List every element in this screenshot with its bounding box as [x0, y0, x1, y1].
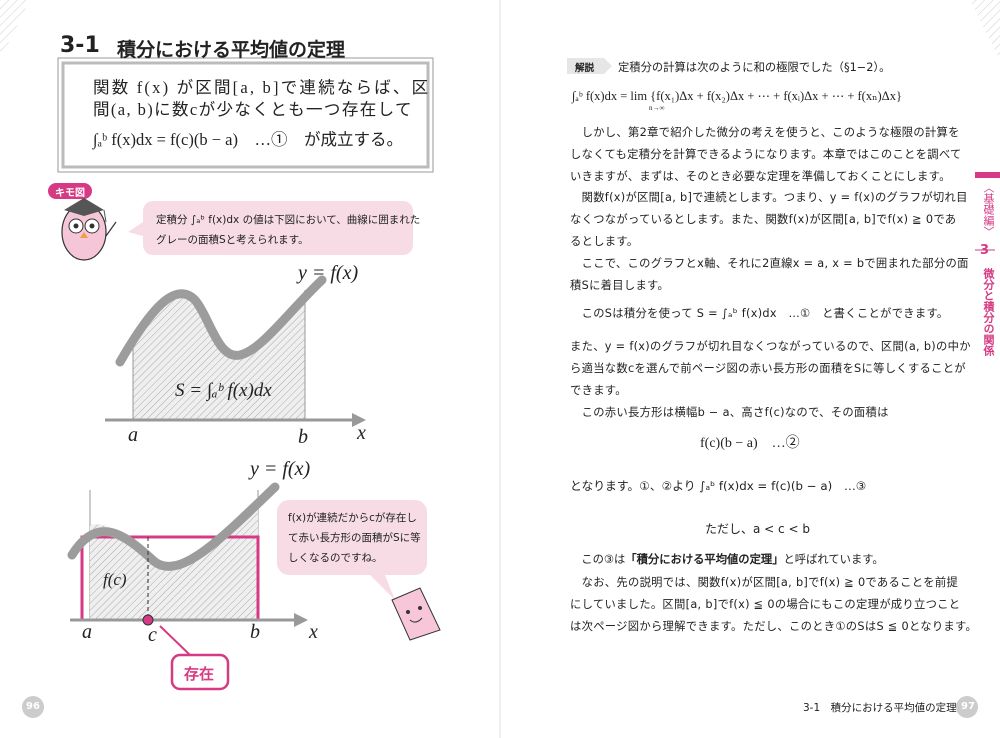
- body-line: しかし、第2章で紹介した微分の考えを使うと、このような極限の計算を: [570, 126, 960, 139]
- name-bold: 「積分における平均値の定理」: [625, 553, 784, 566]
- section-title: 積分における平均値の定理: [117, 39, 346, 61]
- graph2: [67, 482, 308, 691]
- owl-bubble-line: 定積分 ∫ₐᵇ f(x)dx の値は下図において、曲線に囲まれた: [156, 214, 421, 226]
- page-number: 96: [26, 701, 40, 712]
- theorem-line: 間(a, b)に数cが少なくとも一つ存在して: [93, 100, 413, 119]
- name-after: と呼ばれています。: [783, 553, 884, 566]
- body-line: は次ページ図から理解できます。ただし、このとき①のSはS ≦ 0となります。: [570, 620, 978, 633]
- body-line: ら適当な数cを選んで前ページ図の赤い長方形の面積をSに等しくすることが: [570, 362, 966, 375]
- bubble2: [277, 500, 427, 575]
- axis-label: c: [148, 624, 157, 646]
- owl-icon: [61, 198, 117, 261]
- area-label: S = ∫ₐᵇ f(x)dx: [175, 380, 272, 401]
- body-line: いきますが、まずは、そのとき必要な定理を準備しておくことにします。: [570, 170, 951, 183]
- body-line: なくつながっているとします。また、関数f(x)が区間[a, b]でf(x) ≧ …: [570, 213, 957, 226]
- body-line: できます。: [570, 384, 627, 397]
- bubble2-line: f(x)が連続だからcが存在し: [288, 512, 417, 524]
- axis-label: x: [357, 422, 366, 444]
- axis-label: b: [298, 426, 308, 448]
- body-line: このSは積分を使って S = ∫ₐᵇ f(x)dx …① と書くことができます。: [570, 307, 949, 320]
- pencil-icon: [391, 587, 441, 641]
- side-chapter-title: 微分と積分の関係: [982, 268, 995, 356]
- formula-area: f(c)(b − a) …②: [700, 436, 800, 451]
- page-number-badge: [22, 696, 44, 718]
- curve-label: y = f(x): [250, 458, 311, 480]
- owl-bubble-tail: [128, 222, 143, 236]
- axis-label: a: [82, 621, 92, 643]
- condition: ただし、a < c < b: [705, 522, 810, 536]
- page-number-badge: [956, 696, 978, 718]
- axis-label: x: [309, 621, 318, 643]
- kimo-tag: [48, 183, 92, 199]
- body-line: なお、先の説明では、関数f(x)が区間[a, b]でf(x) ≧ 0であることを…: [570, 576, 959, 589]
- theorem-line: ∫ₐᵇ f(x)dx = f(c)(b − a) …① が成立する。: [93, 130, 403, 149]
- body-line: るとします。: [570, 235, 639, 248]
- owl-bubble-line: グレーの面積Sと考えられます。: [156, 234, 309, 246]
- axis-label: a: [128, 424, 138, 446]
- axis-label: b: [250, 621, 260, 643]
- corner-stripes: [0, 0, 30, 60]
- body-line: この赤い長方形は横幅b − a、高さf(c)なので、その面積は: [570, 406, 889, 419]
- name-before: この③は: [570, 553, 626, 566]
- formula-sum-limit: n→∞: [649, 104, 665, 112]
- side-part: 〈基礎編〉: [982, 182, 995, 237]
- body-line: 関数f(x)が区間[a, b]で連続とします。つまり、y = f(x)のグラフが…: [570, 191, 968, 204]
- kaisetsu-label: 解説: [575, 63, 595, 74]
- side-tab-bar: [975, 172, 1000, 178]
- body-line: ここで、このグラフとx軸、それに2直線x = a, x = bで囲まれた部分の面: [570, 257, 969, 270]
- name-line: この③は「積分における平均値の定理」と呼ばれています。: [570, 551, 884, 567]
- bubble2-line: て赤い長方形の面積がSに等: [288, 532, 421, 544]
- kimo-label: キモ図: [55, 188, 85, 199]
- curve-label: y = f(x): [298, 262, 359, 284]
- owl-bubble: [143, 201, 413, 255]
- conclusion: となります。①、②より ∫ₐᵇ f(x)dx = f(c)(b − a) …③: [570, 479, 867, 493]
- graph1: [105, 275, 366, 427]
- theorem-frame-inner: [61, 61, 430, 169]
- side-chapter: 3: [980, 243, 990, 258]
- formula-sum: ∫ₐᵇ f(x)dx = lim {f(x₁)Δx + f(x₂)Δx + ⋯ …: [572, 89, 902, 103]
- corner-stripes: [970, 0, 1000, 60]
- badge: 存在: [184, 665, 215, 683]
- bubble2-line: しくなるのですね。: [288, 552, 383, 564]
- intro: 定積分の計算は次のように和の極限でした（§1−2）。: [618, 61, 891, 74]
- body-line: 積Sに着目します。: [570, 279, 670, 292]
- page-number: 97: [961, 701, 975, 712]
- body-line: にしていました。区間[a, b]でf(x) ≦ 0の場合にもこの定理が成り立つこ…: [570, 598, 961, 611]
- theorem-line: 関数 f(x) が区間[a, b]で連続ならば、区: [93, 78, 431, 97]
- height-label: f(c): [103, 570, 127, 589]
- bubble2-tail: [370, 575, 395, 600]
- footer-title: 3-1 積分における平均値の定理: [803, 702, 957, 714]
- section-number: 3-1: [60, 33, 100, 58]
- body-line: しなくても定積分を計算できるようになります。本章ではこのことを調べて: [570, 148, 962, 161]
- kaisetsu-tag: [567, 58, 612, 74]
- body-line: また、y = f(x)のグラフが切れ目なくつながっているので、区間(a, b)の…: [570, 340, 971, 353]
